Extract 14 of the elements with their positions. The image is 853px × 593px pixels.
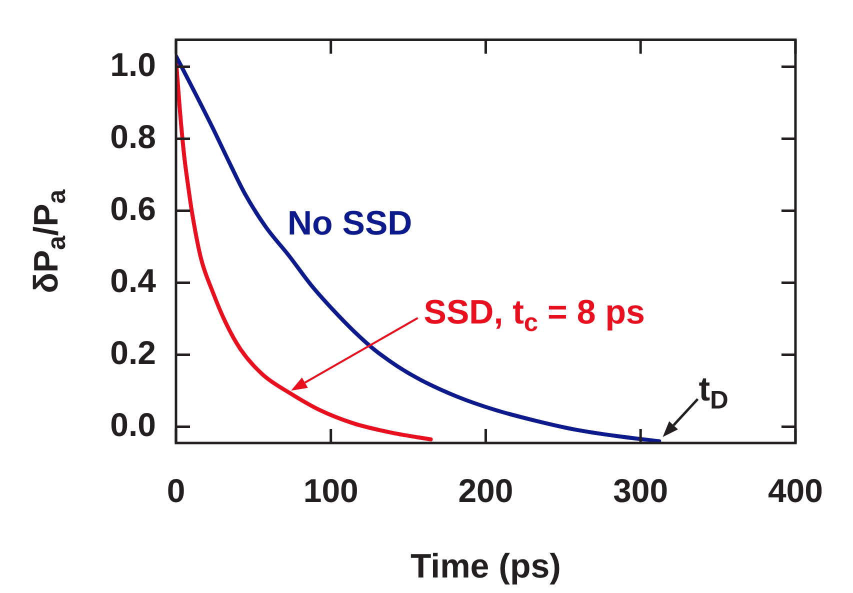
series-label: No SSD [288,204,412,243]
y-tick-label: 0.2 [110,334,156,371]
y-axis-title: δPa/Pa [27,188,72,294]
x-axis-title: Time (ps) [410,547,561,586]
y-tick-label: 0.8 [110,118,156,155]
y-tick-label: 0.4 [110,262,157,299]
x-tick-label: 0 [166,472,186,509]
x-tick-label: 400 [768,472,823,509]
x-tick-label: 300 [613,472,668,509]
x-tick-label: 100 [303,472,358,509]
y-tick-label: 0.6 [110,190,156,227]
x-tick-label: 200 [458,472,514,509]
y-tick-label: 1.0 [110,46,156,83]
y-tick-label: 0.0 [110,406,156,443]
